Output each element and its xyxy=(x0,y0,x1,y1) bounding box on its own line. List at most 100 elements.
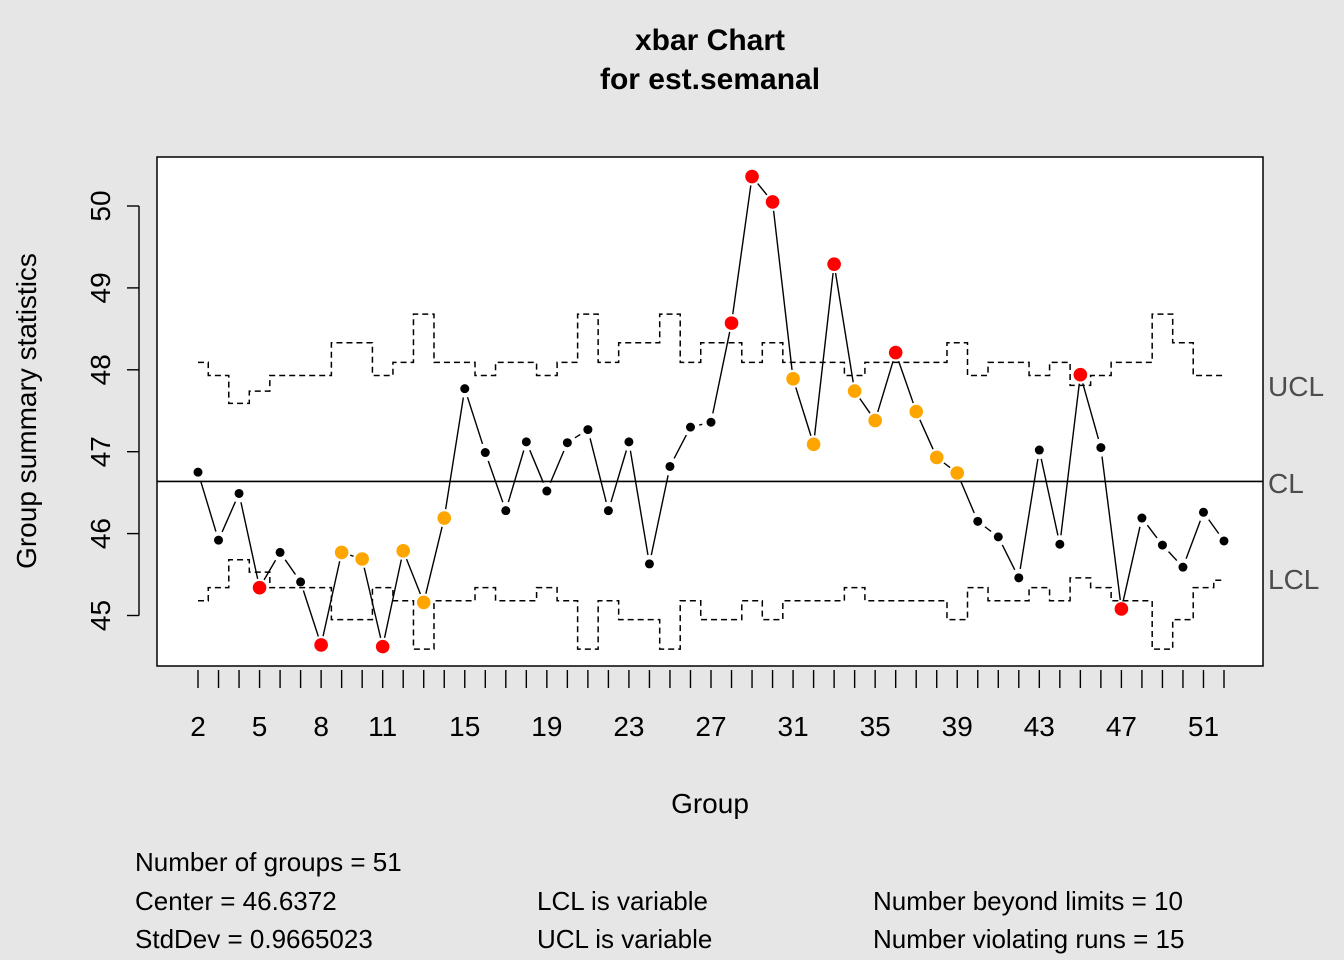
series-segment xyxy=(221,501,237,533)
series-segment xyxy=(757,183,768,196)
data-point xyxy=(314,638,328,652)
series-segment xyxy=(263,559,277,581)
data-point xyxy=(1034,445,1044,455)
stat-violating-runs: Number violating runs = 15 xyxy=(873,924,1184,954)
series-segment xyxy=(322,561,341,637)
series-segment xyxy=(813,273,834,436)
x-tick-label: 27 xyxy=(695,711,726,742)
series-segment xyxy=(549,450,565,484)
series-segment xyxy=(1146,524,1158,539)
x-tick-label: 2 xyxy=(190,711,206,742)
x-tick-label: 39 xyxy=(942,711,973,742)
data-point xyxy=(375,639,390,654)
data-point xyxy=(437,511,452,525)
data-point xyxy=(1137,513,1147,523)
data-point xyxy=(1014,573,1024,583)
x-tick-label: 47 xyxy=(1106,711,1137,742)
series-segment xyxy=(712,331,731,414)
data-point xyxy=(501,506,511,516)
data-point xyxy=(724,316,739,330)
data-point xyxy=(1178,562,1188,572)
series-segment xyxy=(984,526,992,532)
x-tick-label: 8 xyxy=(313,711,329,742)
x-tick-label: 35 xyxy=(860,711,891,742)
x-tick-label: 19 xyxy=(531,711,562,742)
data-point xyxy=(542,486,552,496)
series-segment xyxy=(1208,519,1220,535)
series-segment xyxy=(302,590,320,637)
data-point xyxy=(334,545,349,560)
stat-beyond-limits: Number beyond limits = 10 xyxy=(873,886,1183,916)
plot-area xyxy=(157,157,1263,666)
data-point xyxy=(909,404,923,419)
series-segment xyxy=(1168,551,1178,562)
series-segment xyxy=(919,419,934,450)
ucl-line xyxy=(198,313,1224,405)
series-segment xyxy=(859,398,871,414)
data-point xyxy=(583,425,593,435)
data-point xyxy=(603,506,613,516)
series-segment xyxy=(529,449,545,483)
data-point xyxy=(1198,507,1208,517)
series-segment xyxy=(1040,458,1059,536)
series-segment xyxy=(1122,526,1141,601)
series-segment xyxy=(199,480,217,532)
data-point xyxy=(685,422,695,432)
series-segment xyxy=(673,434,687,459)
stat-number-of-groups: Number of groups = 51 xyxy=(135,847,402,877)
data-point xyxy=(296,577,306,587)
y-tick-label: 47 xyxy=(85,436,116,467)
series-segment xyxy=(610,450,628,503)
lcl-label: LCL xyxy=(1268,564,1319,595)
ucl-label: UCL xyxy=(1268,371,1324,402)
series-segment xyxy=(507,450,525,503)
series-group xyxy=(193,169,1229,654)
data-point xyxy=(193,467,203,477)
x-tick-label: 51 xyxy=(1188,711,1219,742)
series-segment xyxy=(1001,544,1016,571)
series-segment xyxy=(240,502,259,580)
series-segment xyxy=(1019,458,1039,570)
data-point xyxy=(1114,602,1129,616)
series-segment xyxy=(487,460,504,503)
data-point xyxy=(745,169,759,184)
data-point xyxy=(355,552,369,566)
data-point xyxy=(416,595,431,610)
series-segment xyxy=(589,438,607,503)
y-tick-label: 48 xyxy=(85,354,116,385)
data-point xyxy=(665,461,675,471)
series-segment xyxy=(383,559,402,638)
series-segment xyxy=(1060,383,1080,536)
x-tick-label: 31 xyxy=(778,711,809,742)
series-segment xyxy=(897,360,914,404)
stat-ucl-variable: UCL is variable xyxy=(537,924,712,954)
series-segment xyxy=(795,387,812,436)
x-tick-label: 23 xyxy=(613,711,644,742)
series-segment xyxy=(699,423,703,426)
plot-border xyxy=(156,156,1264,667)
data-point xyxy=(396,543,411,558)
data-point xyxy=(521,437,531,447)
stat-stddev: StdDev = 0.9665023 xyxy=(135,924,373,954)
series-segment xyxy=(1101,456,1121,601)
series-segment xyxy=(877,361,894,413)
data-point xyxy=(1157,540,1167,550)
data-point xyxy=(214,535,224,545)
series-segment xyxy=(834,272,854,383)
data-point xyxy=(275,547,285,557)
data-point xyxy=(1096,443,1106,453)
data-point xyxy=(786,372,800,386)
y-tick-label: 45 xyxy=(85,600,116,631)
series-segment xyxy=(466,396,484,445)
data-point xyxy=(480,448,490,458)
x-tick-label: 11 xyxy=(368,711,397,742)
data-point xyxy=(950,466,965,480)
series-segment xyxy=(574,433,581,439)
series-segment xyxy=(405,558,422,595)
y-tick-label: 46 xyxy=(85,518,116,549)
data-point xyxy=(827,257,841,271)
series-segment xyxy=(444,397,465,510)
x-tick-label: 43 xyxy=(1024,711,1055,742)
y-axis-label: Group summary statistics xyxy=(11,253,42,569)
